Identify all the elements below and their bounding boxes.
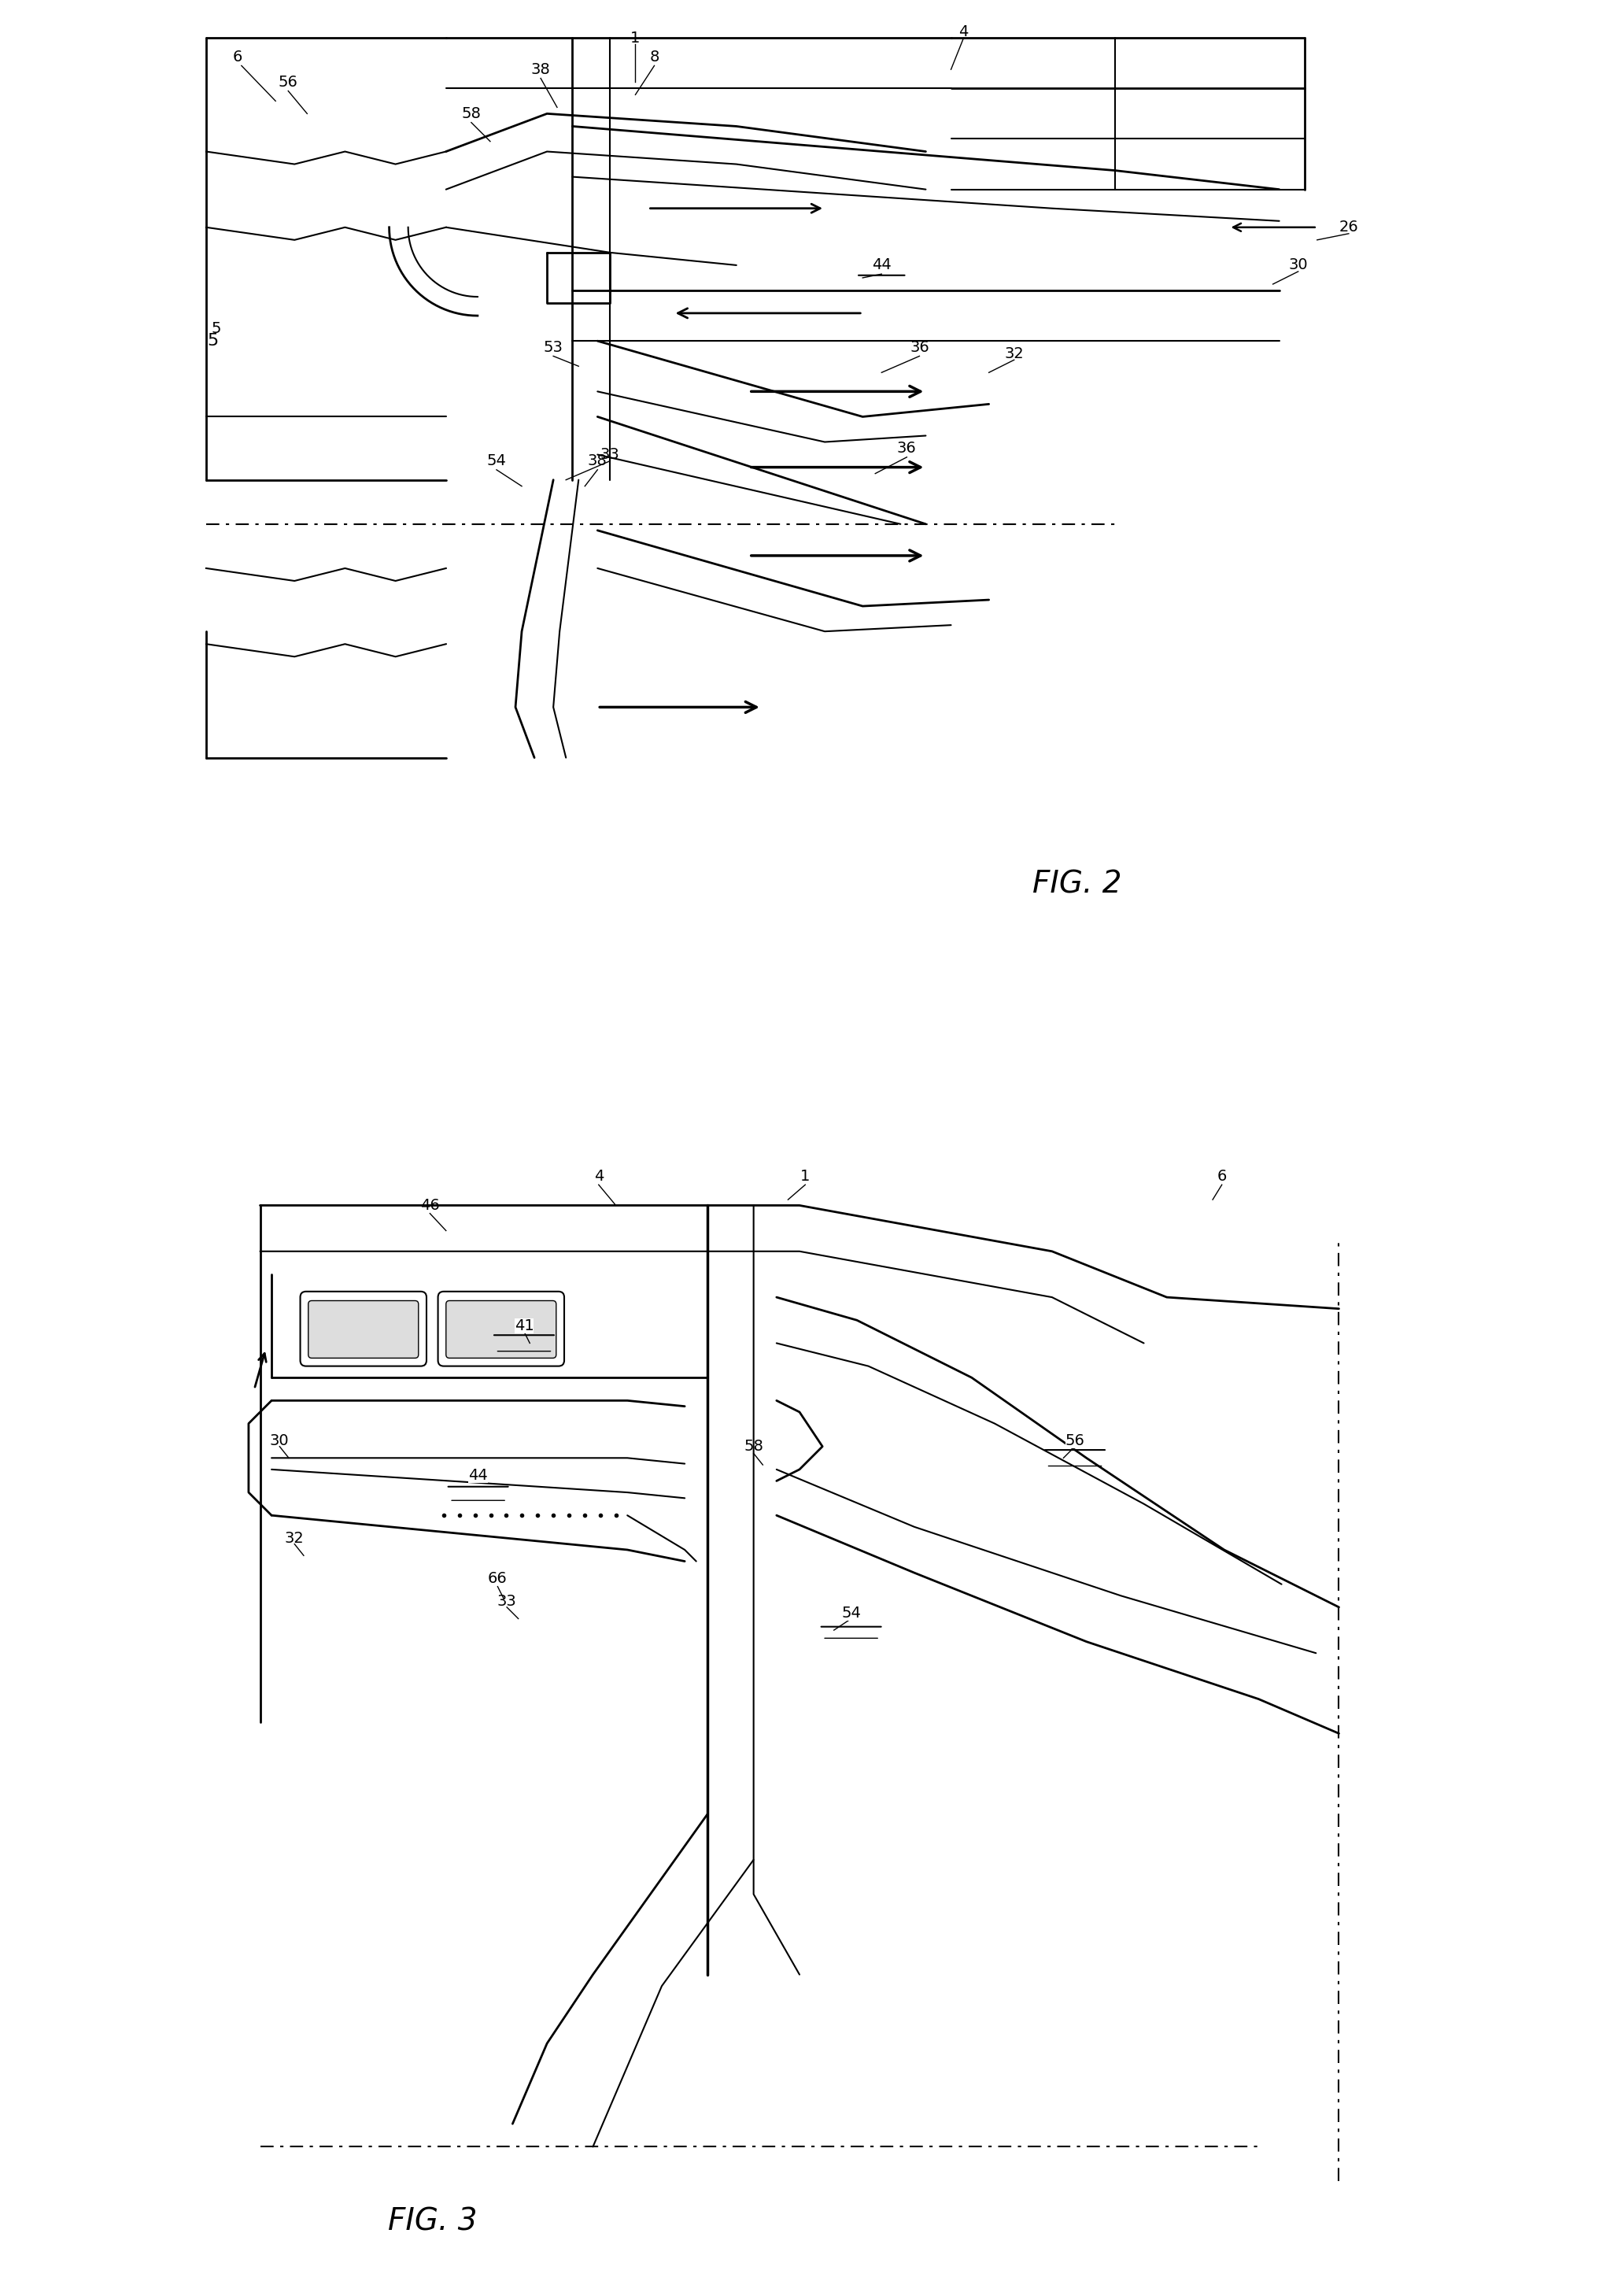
Text: 4: 4: [959, 23, 969, 39]
Text: 8: 8: [649, 48, 659, 64]
Text: 46: 46: [421, 1199, 440, 1212]
Text: FIG. 2: FIG. 2: [1033, 868, 1122, 900]
Text: 1: 1: [801, 1169, 811, 1185]
Text: 44: 44: [871, 257, 891, 273]
Text: 66: 66: [488, 1570, 507, 1587]
Text: 36: 36: [897, 441, 916, 457]
Text: 33: 33: [497, 1593, 516, 1609]
Text: 5: 5: [211, 321, 221, 335]
Text: 26: 26: [1338, 220, 1359, 234]
Text: 1: 1: [630, 30, 640, 46]
Text: 5: 5: [206, 333, 217, 349]
Text: 38: 38: [531, 62, 550, 78]
Text: 4: 4: [593, 1169, 603, 1185]
FancyBboxPatch shape: [309, 1300, 419, 1359]
FancyBboxPatch shape: [301, 1290, 427, 1366]
Text: 6: 6: [1217, 1169, 1226, 1185]
Text: 41: 41: [515, 1318, 534, 1334]
Text: 54: 54: [486, 452, 507, 468]
Text: 6: 6: [233, 48, 243, 64]
Text: 30: 30: [270, 1433, 289, 1449]
FancyBboxPatch shape: [438, 1290, 564, 1366]
Text: 58: 58: [462, 106, 481, 122]
Text: 56: 56: [278, 73, 297, 90]
Text: 32: 32: [285, 1531, 304, 1545]
Text: 38: 38: [588, 452, 608, 468]
Text: 33: 33: [600, 448, 620, 461]
Text: 54: 54: [841, 1605, 860, 1621]
Text: 44: 44: [469, 1467, 488, 1483]
Text: 56: 56: [1065, 1433, 1084, 1449]
Text: 58: 58: [744, 1440, 763, 1453]
Text: 32: 32: [1004, 347, 1023, 360]
Text: FIG. 3: FIG. 3: [387, 2206, 477, 2236]
Text: 30: 30: [1289, 257, 1308, 273]
Text: 36: 36: [910, 340, 929, 356]
FancyBboxPatch shape: [446, 1300, 556, 1359]
Text: 53: 53: [544, 340, 563, 356]
